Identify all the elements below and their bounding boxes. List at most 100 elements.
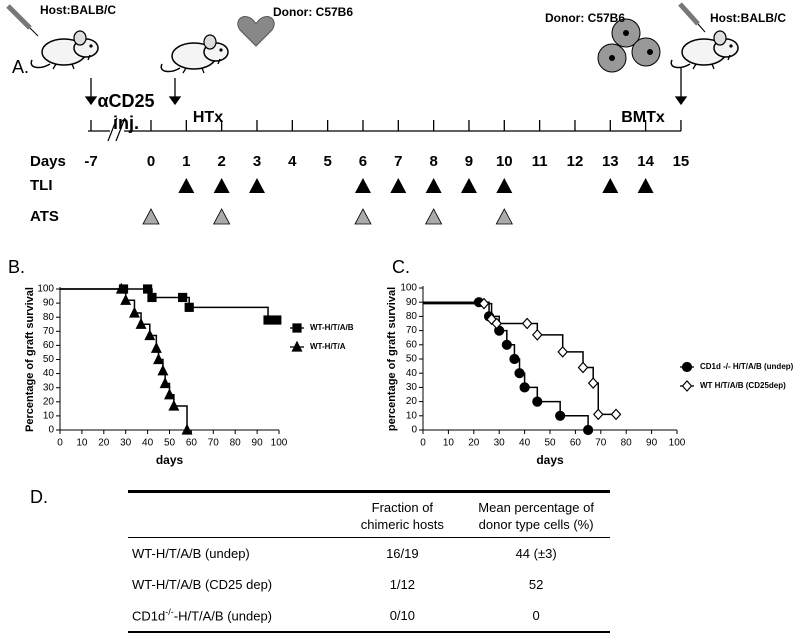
marker [501,339,512,350]
tli-marker [354,178,371,193]
survival-line [60,288,188,430]
legend-marker [681,380,693,392]
cell: 52 [528,577,544,592]
row-label: TLI [30,177,53,194]
row-label: WT-H/T/A/B (CD25 dep) [132,577,273,592]
y-axis-label: Percentage of graft survival [24,287,36,432]
y-tick-label: 10 [43,411,55,422]
y-tick-label: 60 [43,340,55,351]
y-tick-label: 60 [406,339,418,350]
marker [557,346,569,358]
label-text: -H/T/A/B (undep) [173,608,273,624]
x-tick-label: 10 [443,438,455,449]
marker [178,292,188,303]
marker [555,410,566,421]
y-tick-label: 30 [406,382,418,393]
x-axis-label: days [536,453,564,467]
x-tick-label: 40 [519,438,531,449]
marker [181,423,193,435]
treatment-label: inj. [113,113,139,133]
x-tick-label: 100 [669,438,686,449]
marker [135,317,147,329]
x-axis-label: days [156,453,184,467]
syringe [678,2,706,33]
x-tick-label: 80 [230,438,242,449]
x-tick-label: 60 [570,438,582,449]
y-tick-label: 70 [43,326,55,337]
legend-marker [681,361,693,373]
label-superscript: -/- [165,607,174,618]
y-tick-label: 40 [43,368,55,379]
syringe [6,4,39,37]
day-label: 3 [253,153,261,170]
marker [610,408,622,421]
marker [120,293,132,305]
y-tick-label: 90 [406,297,418,308]
marker [532,396,543,407]
marker [128,306,140,318]
header-row: Fraction of chimeric hosts Mean percenta… [128,491,610,538]
mouse-icon [160,34,229,74]
x-tick-label: 80 [621,438,633,449]
x-tick-label: 20 [98,438,110,449]
tli-marker [460,178,477,193]
legend-label: CD1d -/- H/T/A/B (undep) [700,362,794,371]
x-tick-label: 60 [186,438,198,449]
marker [521,317,533,330]
row-label: CD1d-/--H/T/A/B (undep) [128,600,342,632]
day-label: 11 [532,153,548,170]
x-tick-label: 100 [271,438,288,449]
day-label: 4 [288,153,297,170]
cell: 0 [532,608,540,623]
marker [478,297,490,310]
tli-marker [602,178,619,193]
table: Fraction of chimeric hosts Mean percenta… [128,490,610,633]
marker [143,284,153,294]
x-tick-label: 0 [57,438,63,449]
tli-marker [637,178,654,193]
x-tick-label: 50 [544,438,556,449]
y-tick-label: 20 [43,396,55,407]
day-label: 2 [217,153,225,170]
tli-marker [248,178,265,193]
marker [150,341,162,353]
marker [144,329,156,341]
chimerism-table: Fraction of chimeric hosts Mean percenta… [128,490,610,633]
header-cell: Fraction of chimeric hosts [360,500,444,532]
y-tick-label: 50 [406,354,418,365]
x-tick-label: 90 [646,438,658,449]
tli-marker [390,178,407,193]
day-label: 9 [465,153,473,170]
treatment-label: αCD25 [97,91,154,111]
axis-break [107,117,126,142]
figure-canvas: A. Host:BALB/C Donor: C57B6 αCD25 inj. H… [6,2,794,467]
legend-label: WT H/T/A/B (CD25dep) [700,381,786,390]
ats-marker [142,208,160,225]
y-tick-label: 10 [406,410,418,421]
day-label: 14 [637,153,654,170]
tli-marker [425,178,442,193]
y-tick-label: 30 [43,382,55,393]
marker [592,408,604,421]
panel-label: A. [12,57,29,77]
cell: 44 (±3) [515,546,557,561]
day-label: 5 [323,153,331,170]
marker [531,328,543,341]
panel-label: B. [8,257,25,277]
bmtx-label: BMTx [621,109,665,126]
marker [115,282,127,294]
label-text: CD1d [132,608,166,624]
x-tick-label: 50 [164,438,176,449]
heart-icon [237,16,275,47]
y-tick-label: 80 [406,311,418,322]
donor-label: Donor: C57B6 [273,5,353,19]
y-tick-label: 70 [406,325,418,336]
arrows [84,68,688,106]
day-label: 12 [567,153,584,170]
marker [582,424,594,436]
marker [514,368,525,379]
y-tick-label: 80 [43,312,55,323]
day-label: -7 [84,153,97,170]
day-label: 0 [147,153,155,170]
